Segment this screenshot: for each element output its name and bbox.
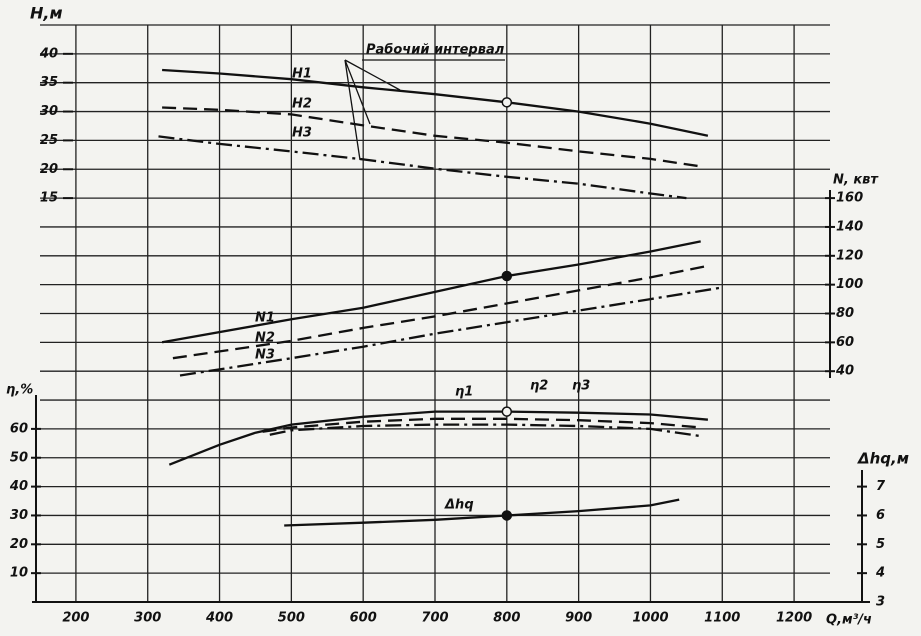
- series-label: H2: [292, 97, 312, 112]
- y3-tick-label: 40: [9, 479, 28, 494]
- line-series: [269, 423, 701, 438]
- y2-tick-label: 60: [836, 335, 854, 350]
- line-series: [162, 106, 701, 168]
- y-tick-label: 40: [39, 46, 58, 61]
- series-label: H3: [292, 126, 312, 141]
- y-axis-title: H,м: [30, 4, 63, 23]
- x-tick-label: 400: [205, 611, 233, 626]
- leader-line: [344, 59, 371, 125]
- series-label: Δhq: [444, 498, 474, 513]
- series-label: N3: [255, 348, 275, 363]
- y3-axis-title: η,%: [6, 383, 33, 398]
- x-tick-label: 800: [493, 611, 520, 626]
- y4-tick-label: 7: [876, 479, 886, 494]
- line-series: [162, 68, 709, 137]
- x-tick-label: 1000: [632, 611, 668, 626]
- x-tick-label: 300: [134, 611, 161, 626]
- line-series: [284, 498, 680, 527]
- y2-tick-label: 80: [836, 306, 854, 321]
- leader-line: [344, 59, 401, 91]
- x-tick-label: 200: [62, 611, 89, 626]
- x-axis-title: Q,м³/ч: [826, 613, 872, 628]
- y-tick-label: 35: [40, 75, 58, 90]
- y2-axis-title: N, квт: [833, 173, 879, 188]
- y3-tick-label: 10: [10, 566, 28, 581]
- series-label: η3: [572, 379, 590, 394]
- y4-tick-label: 5: [876, 537, 885, 552]
- y2-tick-label: 100: [836, 277, 863, 292]
- line-series: [179, 286, 723, 377]
- series-label: N1: [255, 311, 275, 326]
- line-series: [158, 135, 687, 200]
- design-point-marker: [501, 510, 513, 521]
- y-tick-label: 25: [40, 133, 58, 148]
- series-label: H1: [292, 67, 312, 82]
- design-point-marker: [501, 406, 513, 417]
- leader-line: [344, 59, 361, 161]
- y4-axis-title: Δhq,м: [857, 450, 909, 468]
- y2-tick-label: 160: [836, 191, 863, 206]
- y2-tick-label: 120: [836, 248, 863, 263]
- line-series: [172, 264, 709, 360]
- line-series: [161, 240, 701, 344]
- x-tick-label: 500: [278, 611, 305, 626]
- x-tick-label: 900: [565, 611, 592, 626]
- series-label: η2: [530, 379, 548, 394]
- y3-tick-label: 60: [10, 421, 28, 436]
- x-tick-label: 600: [350, 611, 377, 626]
- y4-tick-label: 4: [875, 566, 885, 581]
- y4-tick-label: 6: [876, 508, 885, 523]
- series-label: N2: [255, 331, 275, 346]
- line-series: [168, 410, 709, 466]
- y3-tick-label: 30: [10, 508, 28, 523]
- x-tick-label: 700: [421, 611, 448, 626]
- design-point-marker: [501, 270, 513, 282]
- y-tick-label: 20: [40, 162, 58, 177]
- x-tick-label: 1100: [704, 611, 740, 626]
- y-tick-label: 15: [40, 191, 58, 206]
- x-tick-label: 1200: [776, 611, 812, 626]
- y-tick-label: 30: [40, 104, 58, 119]
- design-point-marker: [501, 97, 513, 108]
- y3-tick-label: 50: [10, 450, 28, 465]
- y3-tick-label: 20: [10, 537, 28, 552]
- series-label: η1: [455, 385, 473, 400]
- y2-tick-label: 140: [836, 219, 863, 234]
- y2-tick-label: 40: [835, 364, 854, 379]
- y4-tick-label: 3: [876, 595, 885, 610]
- working-interval-leaders: [344, 59, 505, 161]
